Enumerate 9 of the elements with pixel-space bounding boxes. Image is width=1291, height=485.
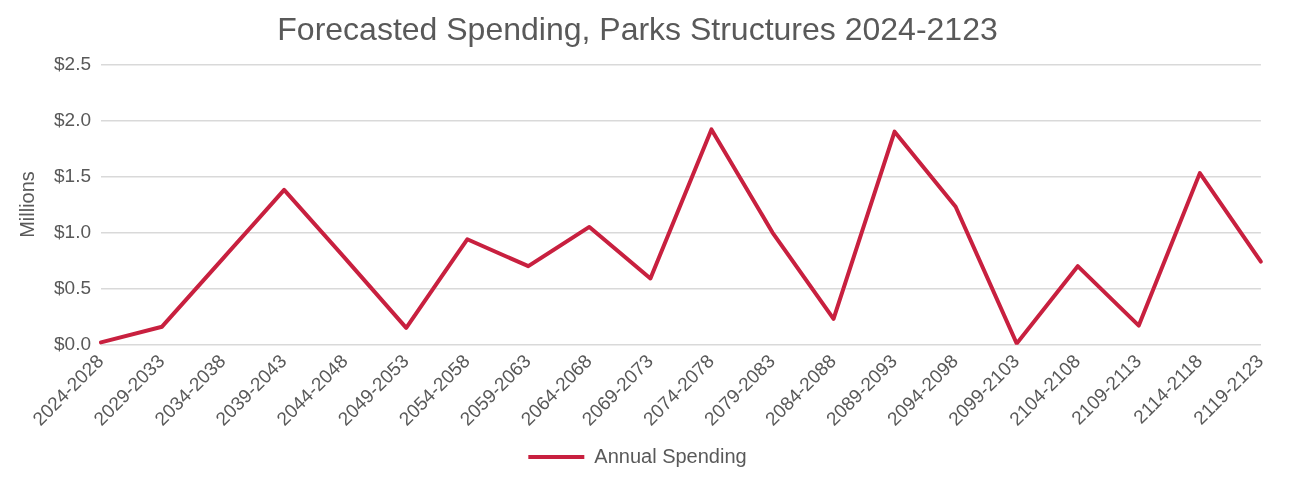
y-tick-label: $0.5	[54, 276, 91, 298]
y-axis-title: Millions	[15, 171, 38, 238]
y-tick-label: $1.5	[54, 164, 91, 186]
y-tick-label: $1.0	[54, 220, 91, 242]
y-tick-label: $2.0	[54, 108, 91, 130]
legend-label: Annual Spending	[594, 444, 747, 467]
chart-title: Forecasted Spending, Parks Structures 2024-2123	[277, 11, 998, 48]
y-tick-label: $2.5	[54, 52, 91, 74]
y-tick-label: $0.0	[54, 332, 91, 354]
